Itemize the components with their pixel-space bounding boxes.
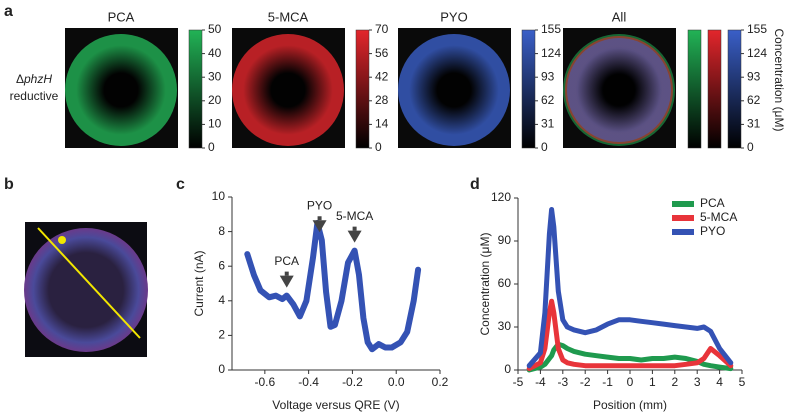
legend-label: PYO	[700, 224, 725, 238]
x-axis-label: Position (mm)	[593, 398, 667, 412]
map-title: All	[612, 9, 627, 24]
x-tick-label: 2	[671, 375, 678, 389]
panel-label: a	[4, 3, 13, 20]
colorbar-tick-label: 10	[208, 117, 222, 131]
gene: phzH	[23, 72, 52, 86]
y-tick-label: 30	[498, 319, 512, 333]
colorbar-tick-label: 93	[747, 69, 761, 83]
x-tick-label: -0.6	[254, 375, 275, 389]
x-tick-label: 3	[694, 375, 701, 389]
colorbar-tick-label: 20	[208, 93, 222, 107]
colorbar	[188, 29, 203, 149]
colorbar	[521, 29, 536, 149]
x-tick-label: 5	[739, 375, 746, 389]
annotation-arrow	[279, 275, 294, 288]
x-tick-label: 0.0	[388, 375, 405, 389]
x-tick-label: 4	[716, 375, 723, 389]
y-tick-label: 8	[218, 224, 225, 238]
annotation: 5-MCA	[336, 209, 373, 223]
x-tick-label: -1	[602, 375, 613, 389]
colorbar-tick-label: 93	[541, 69, 555, 83]
x-tick-label: 1	[649, 375, 656, 389]
y-tick-label: 2	[218, 328, 225, 342]
colorbar-tick-label: 40	[208, 46, 222, 60]
y-tick-label: 90	[498, 233, 512, 247]
colorbar-tick-label: 124	[541, 46, 561, 60]
colorbar-tick-label: 30	[208, 69, 222, 83]
x-tick-label: -4	[535, 375, 546, 389]
data-line	[526, 298, 734, 372]
colorbar-tick-label: 31	[747, 117, 761, 131]
data-line	[526, 207, 734, 369]
colorbar-tick-label: 50	[208, 22, 222, 36]
x-tick-label: -0.4	[298, 375, 319, 389]
panel-label: b	[4, 176, 14, 193]
y-tick-label: 120	[491, 190, 511, 204]
map-title: PCA	[108, 9, 135, 24]
x-tick-label: -0.2	[342, 375, 363, 389]
annotation: PCA	[274, 254, 299, 268]
map-signal	[232, 34, 344, 146]
annotation-arrow	[347, 230, 362, 243]
colorbar	[707, 29, 722, 149]
colorbar-tick-label: 14	[375, 117, 389, 131]
colorbar	[727, 29, 742, 149]
map-signal	[65, 34, 177, 146]
colorbar-tick-label: 155	[541, 22, 561, 36]
colorbar-tick-label: 62	[747, 93, 761, 107]
colorbar-tick-label: 0	[375, 140, 382, 154]
map-signal	[398, 34, 510, 146]
x-axis-label: Voltage versus QRE (V)	[272, 398, 399, 412]
row-label: ΔphzH	[16, 72, 52, 86]
colorbar-tick-label: 56	[375, 46, 389, 60]
annotation: PYO	[307, 198, 332, 212]
panel-label: d	[470, 176, 480, 193]
delta: Δ	[16, 72, 24, 86]
annotation-arrow	[312, 220, 327, 233]
x-tick-label: 0.2	[432, 375, 449, 389]
colorbar-tick-label: 0	[541, 140, 548, 154]
colorbar	[355, 29, 370, 149]
map-signal	[567, 38, 671, 142]
data-line	[244, 220, 422, 353]
colorbar-tick-label: 31	[541, 117, 555, 131]
colorbar-tick-label: 42	[375, 69, 389, 83]
colorbar-tick-label: 155	[747, 22, 767, 36]
colorbar-tick-label: 0	[208, 140, 215, 154]
x-tick-label: -5	[513, 375, 524, 389]
panel-label: c	[176, 176, 185, 193]
legend-label: PCA	[700, 196, 725, 210]
x-tick-label: -2	[580, 375, 591, 389]
x-tick-label: -3	[557, 375, 568, 389]
y-tick-label: 60	[498, 276, 512, 290]
colorbar	[687, 29, 702, 149]
colorbar-tick-label: 0	[747, 140, 754, 154]
y-tick-label: 4	[218, 293, 225, 307]
legend-label: 5-MCA	[700, 210, 737, 224]
y-tick-label: 10	[212, 189, 226, 203]
y-axis-label: Current (nA)	[192, 250, 206, 316]
image-b	[24, 222, 148, 357]
colorbar-tick-label: 62	[541, 93, 555, 107]
map-title: 5-MCA	[268, 9, 309, 24]
y-axis-label: Concentration (μM)	[478, 233, 492, 336]
y-tick-label: 0	[218, 362, 225, 376]
x-tick-label: 0	[627, 375, 634, 389]
colorbar-tick-label: 28	[375, 93, 389, 107]
colorbar-tick-label: 124	[747, 46, 767, 60]
y-tick-label: 6	[218, 258, 225, 272]
colorbar-tick-label: 70	[375, 22, 389, 36]
colorbar-label: Concentration (μM)	[772, 29, 786, 132]
row-label: reductive	[10, 89, 59, 103]
map-title: PYO	[440, 9, 467, 24]
y-tick-label: 0	[504, 362, 511, 376]
